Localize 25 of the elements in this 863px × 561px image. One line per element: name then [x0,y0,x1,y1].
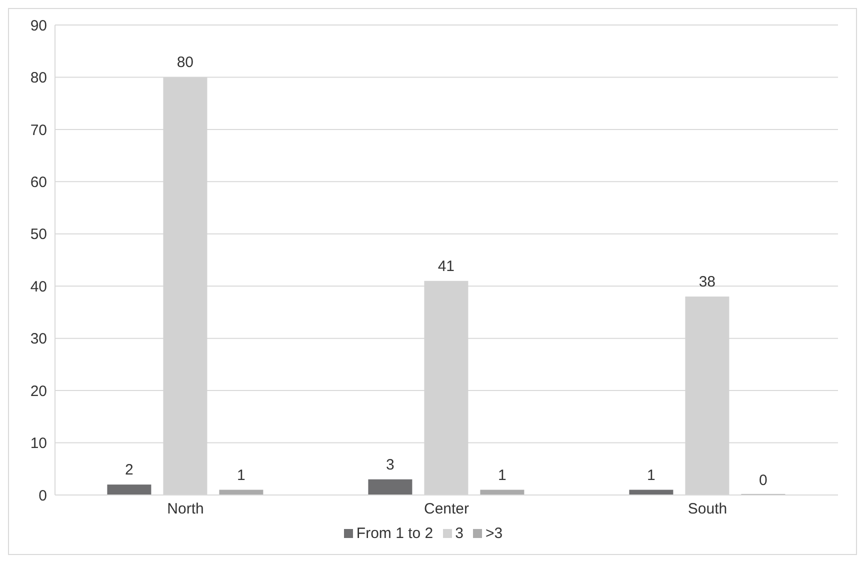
data-label: 1 [237,466,246,484]
y-tick-label: 40 [30,278,47,296]
x-tick-label: North [167,500,204,518]
y-tick-label: 50 [30,226,47,244]
data-label: 2 [125,462,134,479]
y-tick-label: 70 [30,122,47,139]
y-tick-label: 30 [30,330,47,348]
legend-label: 3 [454,525,464,542]
data-label: 1 [647,466,656,484]
y-tick-label: 60 [30,174,47,191]
y-tick-label: 80 [30,70,47,87]
y-tick-label: 0 [38,487,47,504]
x-tick-label: Center [424,500,470,518]
data-label: 0 [759,472,768,489]
x-tick-label: South [688,500,728,518]
y-tick-label: 90 [30,17,47,34]
data-label: 41 [438,258,455,275]
data-label: 3 [386,456,394,474]
y-tick-label: 20 [30,382,47,400]
data-label: 80 [176,54,194,72]
legend-label: From 1 to 2 [355,525,434,542]
data-label: 38 [698,274,716,291]
data-label: 1 [498,466,506,484]
legend-label: >3 [484,525,503,542]
y-tick-label: 10 [30,435,47,452]
